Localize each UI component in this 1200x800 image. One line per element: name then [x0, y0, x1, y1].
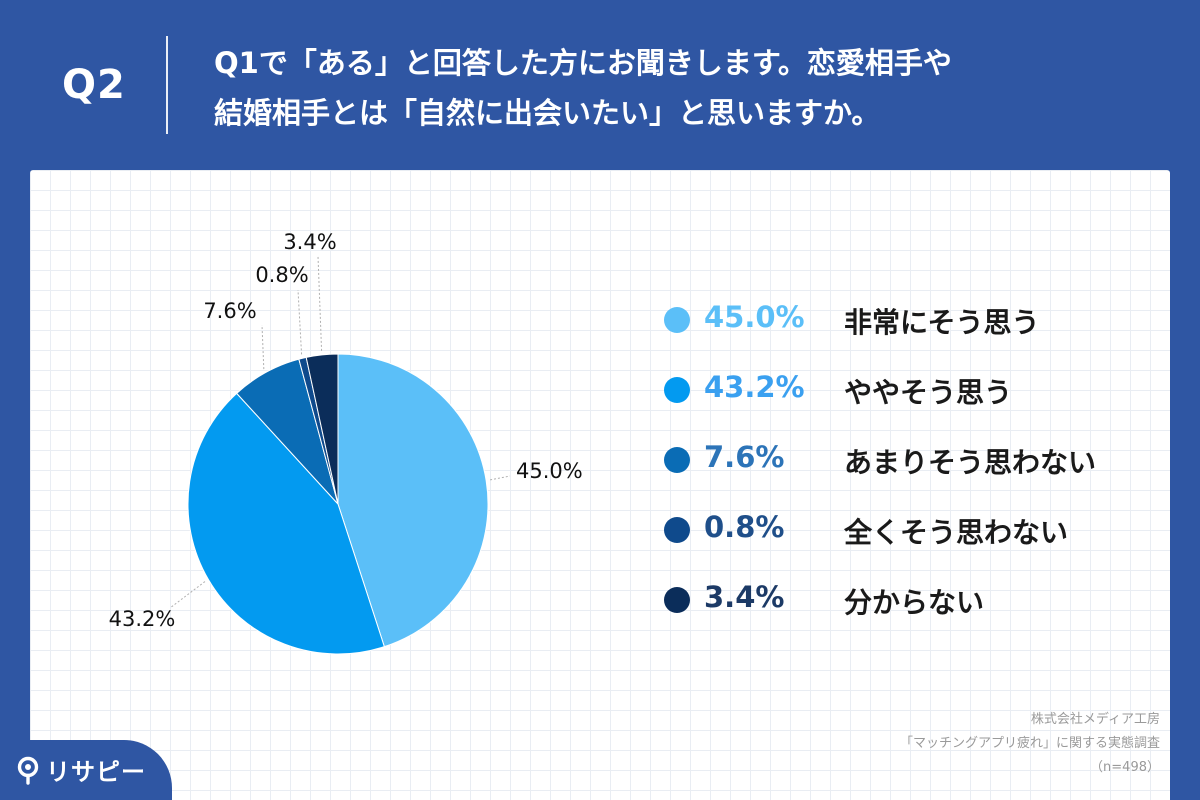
header: Q2 Q1で「ある」と回答した方にお聞きします。恋愛相手や 結婚相手とは「自然に…	[0, 0, 1200, 170]
legend-percent: 45.0%	[704, 300, 805, 334]
legend-label: 非常にそう思う	[844, 306, 1040, 339]
leader-line-1	[490, 475, 511, 481]
legend-label: ややそう思う	[844, 376, 1013, 409]
header-divider	[166, 36, 168, 134]
legend-dot-icon	[664, 587, 690, 613]
pin-icon	[17, 756, 39, 785]
pie-slice-1	[337, 353, 489, 648]
leader-line-5	[317, 255, 323, 351]
legend-dot-icon	[664, 517, 690, 543]
legend-percent: 3.4%	[704, 580, 785, 614]
legend-item-5: 3.4% 分からない	[662, 578, 1132, 624]
logo-text: リサピー	[46, 758, 146, 786]
legend-percent: 7.6%	[704, 440, 785, 474]
leader-line-3	[261, 324, 265, 370]
question-line-1: Q1で「ある」と回答した方にお聞きします。恋愛相手や	[214, 46, 952, 80]
legend-item-4: 0.8% 全くそう思わない	[662, 508, 1132, 554]
question-number: Q2	[62, 62, 126, 108]
source-company: 株式会社メディア工房	[1030, 712, 1160, 727]
pie-slice-2	[187, 392, 385, 655]
source-survey: 「マッチングアプリ疲れ」に関する実態調査	[899, 736, 1160, 751]
question-line-2: 結婚相手とは「自然に出会いたい」と思いますか。	[214, 96, 881, 130]
legend-percent: 0.8%	[704, 510, 785, 544]
legend-dot-icon	[664, 447, 690, 473]
logo: リサピー	[0, 740, 172, 800]
question-text: Q1で「ある」と回答した方にお聞きします。恋愛相手や 結婚相手とは「自然に出会い…	[214, 38, 1174, 138]
legend-item-1: 45.0% 非常にそう思う	[662, 298, 1132, 344]
legend-percent: 43.2%	[704, 370, 805, 404]
legend-label: 分からない	[844, 586, 985, 619]
leader-line-4	[297, 289, 303, 355]
legend-label: 全くそう思わない	[844, 516, 1069, 549]
legend-item-2: 43.2% ややそう思う	[662, 368, 1132, 414]
leader-line-2	[169, 581, 206, 609]
source-note: 株式会社メディア工房 「マッチングアプリ疲れ」に関する実態調査 （n=498）	[900, 708, 1160, 780]
legend-label: あまりそう思わない	[844, 446, 1097, 479]
pie-data-label-2: 43.2%	[109, 607, 176, 631]
pie-data-label-1: 45.0%	[516, 459, 583, 483]
legend-dot-icon	[664, 307, 690, 333]
legend-dot-icon	[664, 377, 690, 403]
pie-data-label-3: 7.6%	[203, 299, 256, 323]
source-sample-size: （n=498）	[1090, 760, 1160, 775]
pie-slice-5	[305, 353, 339, 505]
pie-data-label-4: 0.8%	[255, 263, 308, 287]
legend-item-3: 7.6% あまりそう思わない	[662, 438, 1132, 484]
pie-data-label-5: 3.4%	[283, 230, 336, 254]
